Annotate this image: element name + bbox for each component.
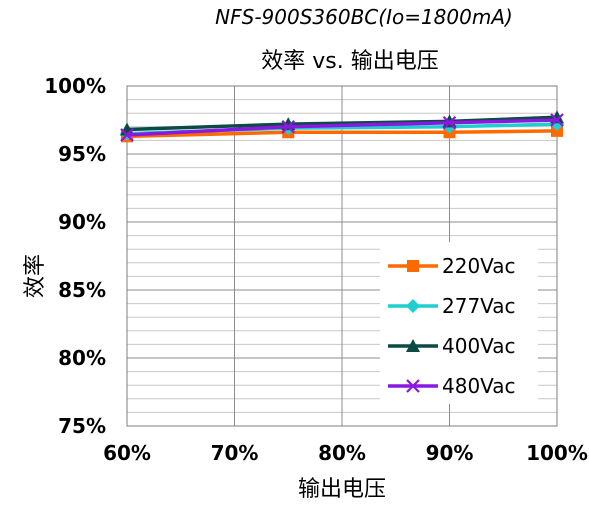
- data-point-480vac: [550, 113, 564, 127]
- legend-label: 220Vac: [442, 254, 516, 278]
- x-tick-label: 100%: [526, 441, 588, 465]
- legend-marker: [406, 379, 420, 393]
- y-axis-label: 效率: [23, 254, 48, 298]
- legend-box: [380, 242, 538, 404]
- legend-marker: [407, 260, 419, 272]
- chart-subtitle: NFS-900S360BC(Io=1800mA): [215, 5, 513, 29]
- data-point-480vac: [120, 128, 134, 142]
- x-axis-ticks: 60% 70% 80% 90% 100%: [103, 441, 588, 465]
- series-line-400vac: [126, 115, 558, 132]
- x-tick-label: 70%: [211, 441, 259, 465]
- y-tick-label: 95%: [58, 142, 106, 166]
- y-axis-ticks: 75% 80% 85% 90% 95% 100%: [44, 74, 106, 438]
- series-line-480vac: [126, 118, 558, 137]
- data-point-480vac: [442, 115, 457, 130]
- legend-label: 480Vac: [442, 374, 516, 398]
- legend-item-277vac: 277Vac: [388, 294, 516, 318]
- series-layer: [120, 110, 564, 143]
- y-tick-label: 85%: [58, 278, 106, 302]
- legend: 220Vac 277Vac 400Vac 480Vac: [380, 242, 538, 404]
- legend-marker: [406, 339, 420, 352]
- data-point-480vac: [281, 120, 296, 134]
- legend-item-480vac: 480Vac: [388, 374, 516, 398]
- y-tick-label: 80%: [58, 346, 106, 370]
- x-tick-label: 60%: [103, 441, 151, 465]
- x-tick-label: 90%: [426, 441, 474, 465]
- legend-label: 400Vac: [442, 334, 516, 358]
- y-tick-label: 90%: [58, 210, 106, 234]
- chart-title: 效率 vs. 输出电压: [261, 49, 438, 74]
- x-tick-label: 80%: [318, 441, 366, 465]
- x-axis-label: 输出电压: [298, 477, 386, 502]
- legend-marker: [406, 299, 420, 313]
- legend-label: 277Vac: [442, 294, 516, 318]
- y-tick-label: 75%: [58, 414, 106, 438]
- series-line-220vac: [126, 129, 558, 139]
- legend-item-400vac: 400Vac: [388, 334, 516, 358]
- y-tick-label: 100%: [44, 74, 106, 98]
- legend-item-220vac: 220Vac: [388, 254, 516, 278]
- series-480vac: [120, 113, 564, 142]
- plot-area: [126, 85, 558, 427]
